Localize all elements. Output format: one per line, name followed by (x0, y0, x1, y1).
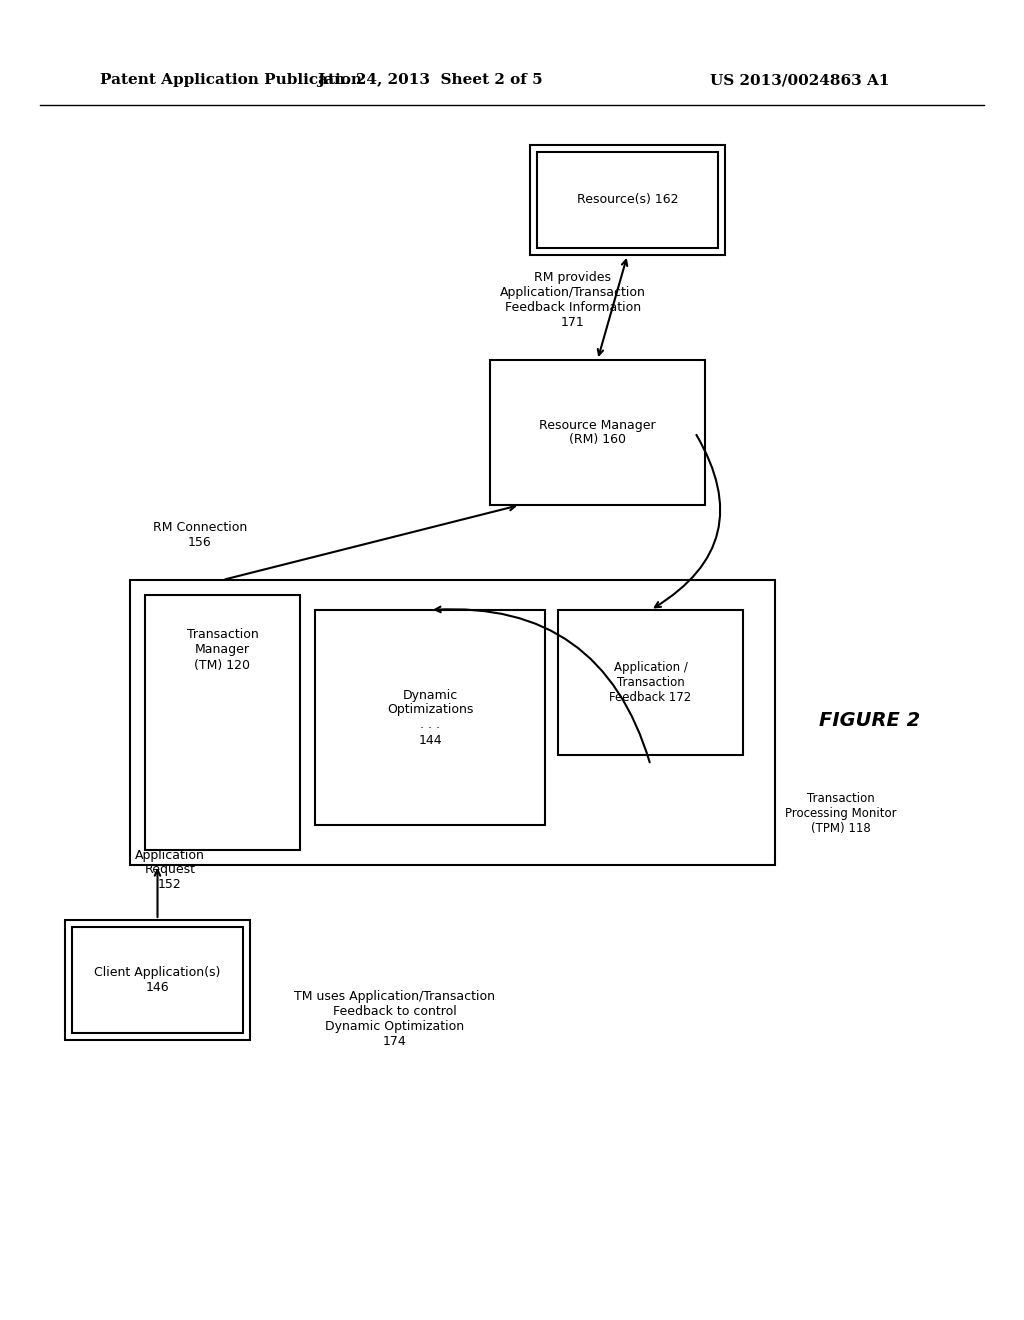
Text: Dynamic
Optimizations
. . .
144: Dynamic Optimizations . . . 144 (387, 689, 473, 747)
Text: Jan. 24, 2013  Sheet 2 of 5: Jan. 24, 2013 Sheet 2 of 5 (317, 73, 543, 87)
Text: Client Application(s)
146: Client Application(s) 146 (94, 966, 221, 994)
Text: Transaction
Processing Monitor
(TPM) 118: Transaction Processing Monitor (TPM) 118 (785, 792, 897, 836)
Bar (537, 152, 718, 248)
Bar (145, 595, 300, 850)
Bar (65, 920, 250, 1040)
Bar (315, 610, 545, 825)
Text: Resource(s) 162: Resource(s) 162 (577, 194, 678, 206)
Bar (558, 610, 743, 755)
Text: RM provides
Application/Transaction
Feedback Information
171: RM provides Application/Transaction Feed… (500, 271, 646, 329)
Text: Resource Manager
(RM) 160: Resource Manager (RM) 160 (540, 418, 655, 446)
Text: Application /
Transaction
Feedback 172: Application / Transaction Feedback 172 (609, 661, 691, 704)
Text: Application
Request
152: Application Request 152 (135, 849, 205, 891)
Text: RM Connection
156: RM Connection 156 (153, 521, 247, 549)
Bar (490, 360, 705, 506)
Text: US 2013/0024863 A1: US 2013/0024863 A1 (711, 73, 890, 87)
Bar (130, 579, 775, 865)
Text: Patent Application Publication: Patent Application Publication (100, 73, 362, 87)
Text: FIGURE 2: FIGURE 2 (819, 710, 921, 730)
Bar (72, 927, 243, 1034)
Bar (530, 145, 725, 255)
Text: TM uses Application/Transaction
Feedback to control
Dynamic Optimization
174: TM uses Application/Transaction Feedback… (295, 990, 496, 1048)
Text: Transaction
Manager
(TM) 120: Transaction Manager (TM) 120 (186, 628, 258, 672)
